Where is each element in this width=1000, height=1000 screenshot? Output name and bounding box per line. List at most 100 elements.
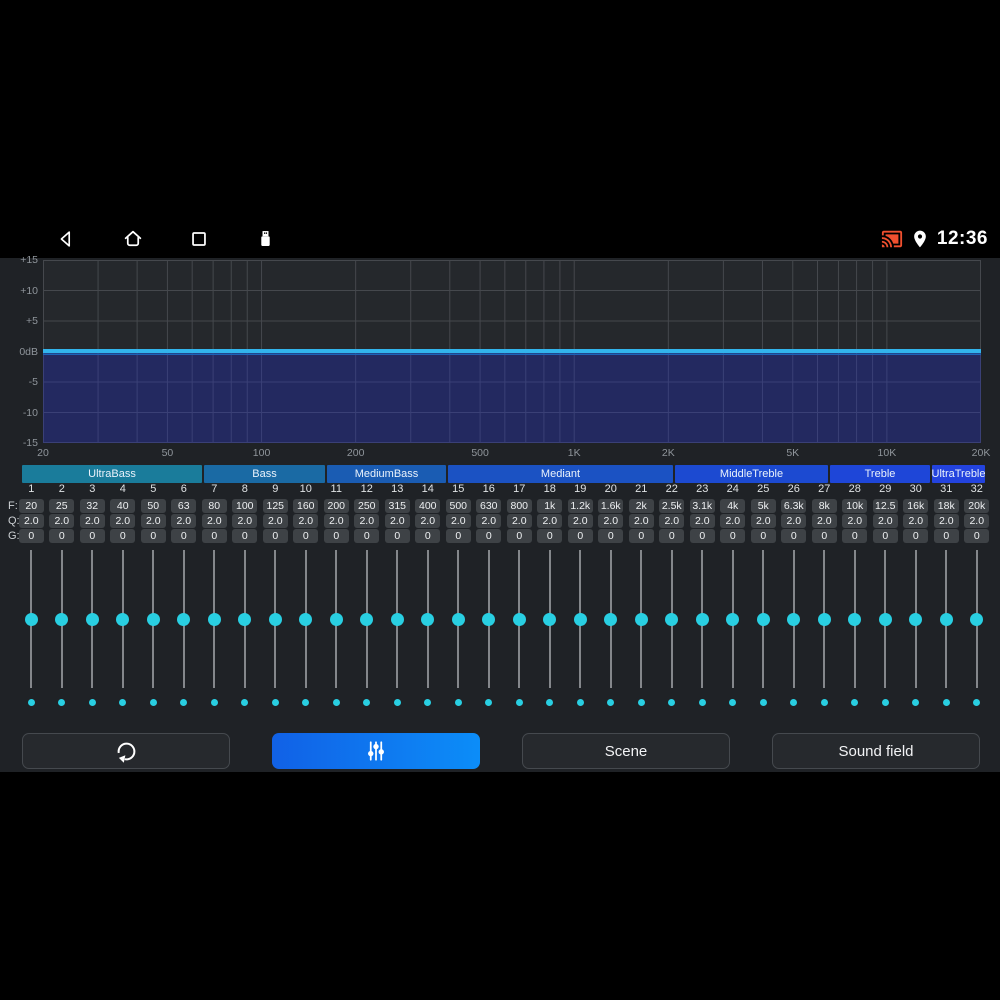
band-dot (302, 698, 310, 706)
q-chip: 2.0 (659, 514, 685, 528)
g-chip: 0 (445, 529, 471, 543)
channel-number: 18 (543, 483, 556, 495)
equalizer-icon (362, 737, 390, 765)
q-chip: 2.0 (598, 514, 624, 528)
g-chip: 0 (689, 529, 715, 543)
band-slider-handle[interactable] (848, 612, 862, 626)
band-slider-handle[interactable] (604, 612, 618, 626)
channel-number: 23 (696, 483, 709, 495)
band-dot (393, 698, 401, 706)
band-dot (881, 698, 889, 706)
band-slider-handle[interactable] (268, 612, 282, 626)
band-slider-handle[interactable] (451, 612, 465, 626)
g-chip: 0 (720, 529, 746, 543)
band-slider-handle[interactable] (390, 612, 404, 626)
band-slider-handle[interactable] (85, 612, 99, 626)
sound-field-button[interactable]: Sound field (772, 733, 980, 769)
band-slider-handle[interactable] (543, 612, 557, 626)
band-dot (424, 698, 432, 706)
q-chip: 2.0 (842, 514, 868, 528)
band-slider-handle[interactable] (695, 612, 709, 626)
channel-number: 7 (211, 483, 218, 495)
band-slider-handle[interactable] (756, 612, 770, 626)
band-slider-handle[interactable] (665, 612, 679, 626)
scene-button[interactable]: Scene (522, 733, 730, 769)
band-dot (27, 698, 35, 706)
band-slider-handle[interactable] (726, 612, 740, 626)
g-chip: 0 (811, 529, 837, 543)
recents-icon[interactable] (188, 228, 210, 250)
band-slider-handle[interactable] (970, 612, 984, 626)
channel-number: 29 (879, 483, 892, 495)
band-slider-handle[interactable] (360, 612, 374, 626)
home-icon[interactable] (122, 228, 144, 250)
band-dot (546, 698, 554, 706)
band-dot (58, 698, 66, 706)
band-slider-handle[interactable] (238, 612, 252, 626)
band-slider-handle[interactable] (299, 612, 313, 626)
band-slider-handle[interactable] (116, 612, 130, 626)
channel-number: 6 (180, 483, 187, 495)
f-chip: 3.1k (689, 499, 715, 513)
usb-icon[interactable] (255, 228, 277, 250)
g-chip: 0 (79, 529, 105, 543)
channel-number: 19 (574, 483, 587, 495)
g-chip: 0 (598, 529, 624, 543)
band-slider-handle[interactable] (878, 612, 892, 626)
g-chip: 0 (964, 529, 990, 543)
band-slider-handle[interactable] (817, 612, 831, 626)
band-slider-handle[interactable] (421, 612, 435, 626)
g-chip: 0 (323, 529, 349, 543)
channel-number: 14 (421, 483, 434, 495)
band-slider-handle[interactable] (146, 612, 160, 626)
g-chip: 0 (201, 529, 227, 543)
q-value-row: 2.0 2.0 2.0 2.0 2.0 2.0 2.0 2.0 2.0 2.0 2.0 2.0 2.0 2… (16, 514, 992, 528)
g-chip: 0 (506, 529, 532, 543)
q-chip: 2.0 (720, 514, 746, 528)
equalizer-app: +15 +10 +5 0dB -5 -10 -15 20 50 100 200 500 1K 2K 5K 1… (0, 254, 1000, 772)
q-chip: 2.0 (872, 514, 898, 528)
freq-row-label: F: (8, 500, 18, 512)
equalizer-button[interactable] (272, 733, 480, 769)
band-dot (820, 698, 828, 706)
g-chip: 0 (171, 529, 197, 543)
channel-number: 26 (787, 483, 800, 495)
x-tick-label: 5K (786, 447, 800, 459)
q-chip: 2.0 (323, 514, 349, 528)
band-slider-handle[interactable] (634, 612, 648, 626)
band-dot (668, 698, 676, 706)
band-group-mediumbass: MediumBass (327, 465, 446, 483)
y-tick-label: +5 (26, 315, 38, 327)
f-chip: 6.3k (781, 499, 807, 513)
band-slider-handle[interactable] (787, 612, 801, 626)
band-slider-handle[interactable] (177, 612, 191, 626)
sound-field-button-label: Sound field (838, 742, 914, 760)
g-chip: 0 (476, 529, 502, 543)
band-slider-handle[interactable] (512, 612, 526, 626)
band-slider-handle[interactable] (55, 612, 69, 626)
band-dot-row (16, 695, 992, 709)
g-chip: 0 (18, 529, 44, 543)
q-chip: 2.0 (18, 514, 44, 528)
status-time: 12:36 (936, 228, 988, 249)
band-slider-handle[interactable] (482, 612, 496, 626)
band-group-bass: Bass (204, 465, 325, 483)
band-slider-handle[interactable] (24, 612, 38, 626)
f-chip: 500 (445, 499, 471, 513)
y-tick-label: +15 (20, 254, 38, 266)
back-icon[interactable] (55, 228, 77, 250)
y-tick-label: -10 (22, 406, 38, 419)
scene-button-label: Scene (604, 742, 648, 760)
reset-button[interactable] (22, 733, 230, 769)
band-slider-handle[interactable] (909, 612, 923, 626)
f-chip: 32 (79, 499, 105, 513)
band-slider-handle[interactable] (573, 612, 587, 626)
q-chip: 2.0 (354, 514, 380, 528)
q-chip: 2.0 (476, 514, 502, 528)
band-slider-handle[interactable] (939, 612, 953, 626)
q-chip: 2.0 (628, 514, 654, 528)
f-chip: 40 (110, 499, 136, 513)
f-chip: 2.5k (659, 499, 685, 513)
band-slider-handle[interactable] (207, 612, 221, 626)
band-slider-handle[interactable] (329, 612, 343, 626)
